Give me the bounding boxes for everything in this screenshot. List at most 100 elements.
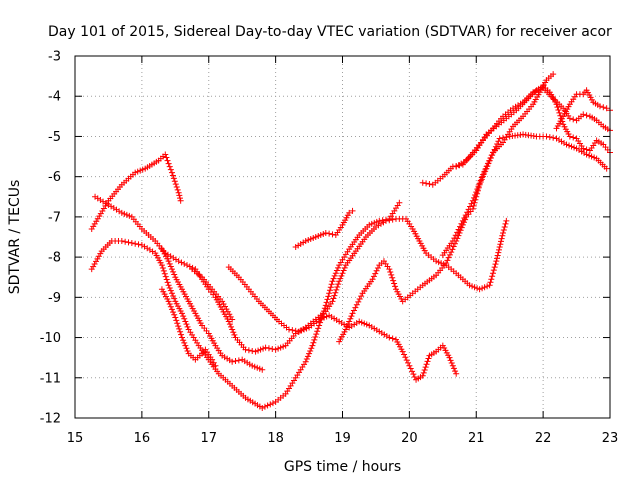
- data-point: [487, 279, 494, 286]
- data-point: [583, 112, 590, 119]
- data-point: [423, 180, 430, 187]
- data-point: [343, 323, 350, 330]
- data-point: [423, 361, 430, 368]
- data-point: [172, 181, 179, 188]
- data-point: [159, 265, 166, 272]
- data-point: [165, 298, 172, 305]
- data-point: [588, 153, 595, 160]
- data-point: [369, 276, 376, 283]
- data-point: [497, 241, 504, 248]
- data-point: [298, 327, 305, 334]
- series-arc-13: [553, 87, 613, 132]
- data-point: [386, 334, 393, 341]
- data-point: [478, 174, 485, 181]
- data-point: [342, 326, 349, 333]
- x-tick-label: 20: [401, 431, 418, 446]
- data-point: [496, 244, 503, 251]
- data-point: [161, 270, 168, 277]
- series-arc-6: [189, 266, 236, 323]
- data-point: [173, 317, 180, 324]
- data-point: [458, 220, 465, 227]
- data-point: [411, 373, 418, 380]
- data-point: [337, 275, 344, 282]
- data-point: [329, 278, 336, 285]
- data-point: [341, 264, 348, 271]
- data-point: [603, 165, 610, 172]
- data-point: [409, 368, 416, 375]
- data-point: [330, 295, 337, 302]
- data-point: [91, 261, 98, 268]
- data-point: [446, 354, 453, 361]
- data-point: [392, 283, 399, 290]
- x-tick-label: 23: [602, 431, 619, 446]
- data-point: [361, 320, 368, 327]
- data-point: [93, 258, 100, 265]
- data-point: [254, 364, 261, 371]
- data-point: [277, 344, 284, 351]
- data-point: [158, 262, 165, 269]
- data-point: [170, 309, 177, 316]
- data-point: [471, 194, 478, 201]
- data-point: [566, 115, 573, 122]
- data-point: [179, 310, 185, 317]
- series-arc-10: [419, 85, 613, 188]
- data-point: [166, 301, 173, 308]
- data-point: [315, 325, 322, 332]
- data-point: [338, 272, 345, 279]
- data-point: [358, 319, 365, 326]
- data-point: [221, 303, 228, 310]
- data-point: [181, 315, 188, 322]
- y-axis-label: SDTVAR / TECUs: [7, 180, 23, 295]
- data-point: [168, 306, 175, 313]
- data-point: [484, 160, 491, 167]
- data-point: [183, 345, 190, 352]
- y-tick-label: -7: [48, 210, 61, 225]
- data-point: [556, 109, 563, 116]
- data-point: [347, 315, 354, 322]
- series-arc-8: [292, 207, 356, 251]
- data-point: [479, 171, 486, 178]
- data-point: [459, 217, 466, 224]
- data-point: [184, 347, 191, 354]
- data-point: [492, 261, 499, 268]
- data-point: [169, 172, 176, 179]
- data-point: [320, 230, 327, 237]
- data-point: [372, 270, 379, 277]
- data-point: [491, 264, 498, 271]
- data-point: [317, 319, 324, 326]
- data-point: [164, 279, 171, 286]
- data-point: [366, 221, 373, 228]
- data-point: [419, 179, 426, 186]
- data-point: [443, 260, 450, 267]
- data-point: [477, 177, 484, 184]
- data-point: [339, 270, 346, 277]
- data-point: [333, 286, 340, 293]
- data-point: [332, 289, 339, 296]
- data-point: [379, 217, 386, 224]
- data-point: [251, 363, 258, 370]
- data-point: [174, 320, 181, 327]
- data-point: [168, 266, 175, 273]
- data-point: [311, 336, 318, 343]
- data-point: [490, 267, 497, 274]
- data-series: [88, 71, 613, 411]
- data-point: [262, 344, 269, 351]
- data-point: [486, 282, 493, 289]
- x-tick-label: 18: [267, 431, 284, 446]
- data-point: [296, 328, 303, 335]
- data-point: [543, 133, 550, 140]
- x-tick-label: 17: [200, 431, 217, 446]
- data-point: [421, 367, 428, 374]
- data-point: [90, 263, 97, 270]
- x-tick-label: 22: [535, 431, 552, 446]
- data-point: [350, 307, 357, 314]
- data-point: [269, 345, 276, 352]
- data-point: [232, 358, 239, 365]
- data-point: [315, 232, 322, 239]
- data-point: [118, 209, 125, 216]
- series-arc-7: [225, 264, 460, 383]
- y-tick-label: -10: [40, 331, 61, 346]
- data-point: [419, 372, 426, 379]
- data-point: [307, 236, 314, 243]
- data-point: [332, 270, 339, 277]
